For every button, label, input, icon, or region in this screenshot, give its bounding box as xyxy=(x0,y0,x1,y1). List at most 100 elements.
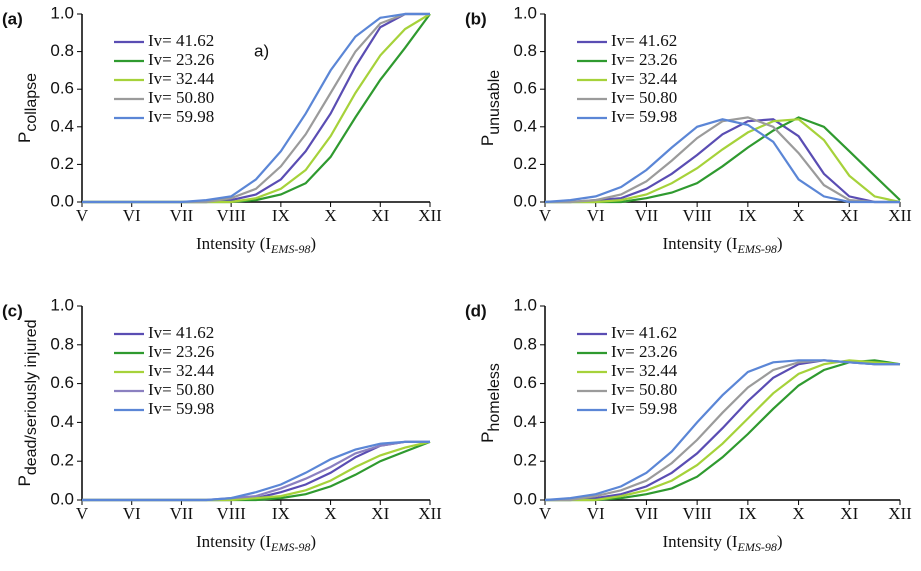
legend-label: Iv= 50.80 xyxy=(148,88,214,107)
x-tick-label: IX xyxy=(272,504,290,523)
x-tick-label: IX xyxy=(272,206,290,225)
x-label-sub: EMS-98 xyxy=(737,242,777,256)
y-tick-label: 0.8 xyxy=(513,334,537,353)
y-axis-label: Pcollapse xyxy=(15,73,40,143)
x-tick-label: XII xyxy=(888,504,912,523)
y-tick-label: 0.4 xyxy=(513,412,537,431)
x-axis-label: Intensity (IEMS-98) xyxy=(196,532,316,554)
legend-label: Iv= 32.44 xyxy=(611,69,678,88)
series-line xyxy=(82,12,430,204)
x-label-main: Intensity (I xyxy=(662,532,737,551)
y-label-main: P xyxy=(15,132,34,143)
series-line xyxy=(545,118,900,204)
x-tick-label: X xyxy=(792,504,804,523)
y-label-sub: homeless xyxy=(486,363,503,431)
y-tick-label: 0.6 xyxy=(50,79,74,98)
x-tick-label: VI xyxy=(123,206,141,225)
y-tick-label: 0.2 xyxy=(50,451,74,470)
x-tick-label: XI xyxy=(371,206,389,225)
series-line xyxy=(545,118,901,204)
legend-label: Iv= 32.44 xyxy=(611,361,678,380)
y-label-sub: unusable xyxy=(486,70,503,135)
y-tick-label: 0.0 xyxy=(50,191,74,210)
x-label-end: ) xyxy=(777,532,783,551)
y-tick-label: 0.4 xyxy=(513,116,537,135)
x-tick-label: VII xyxy=(170,504,194,523)
y-tick-label: 0.8 xyxy=(50,334,74,353)
series-line xyxy=(544,118,900,204)
legend-label: Iv= 41.62 xyxy=(148,31,214,50)
x-label-sub: EMS-98 xyxy=(737,540,777,554)
panel-label: (b) xyxy=(465,9,487,28)
panel-label: (d) xyxy=(465,301,487,320)
y-tick-label: 1.0 xyxy=(50,295,74,314)
y-tick-label: 0.2 xyxy=(513,451,537,470)
series-line xyxy=(545,359,901,502)
x-label-main: Intensity (I xyxy=(662,234,737,253)
y-tick-label: 0.0 xyxy=(513,191,537,210)
legend-label: Iv= 32.44 xyxy=(148,69,215,88)
y-tick-label: 0.6 xyxy=(513,79,537,98)
x-tick-label: V xyxy=(539,206,552,225)
y-tick-label: 0.4 xyxy=(50,412,74,431)
x-tick-label: IX xyxy=(739,504,757,523)
x-tick-label: XI xyxy=(840,206,858,225)
legend-label: Iv= 41.62 xyxy=(611,31,677,50)
series-line xyxy=(545,359,900,502)
legend-label: Iv= 41.62 xyxy=(148,323,214,342)
series-line xyxy=(545,116,901,204)
x-label-end: ) xyxy=(310,532,316,551)
legend-label: Iv= 23.26 xyxy=(148,342,214,361)
y-label-sub: dead/seriously injured xyxy=(23,320,40,476)
x-tick-label: IX xyxy=(739,206,757,225)
legend-label: Iv= 32.44 xyxy=(148,361,215,380)
x-label-end: ) xyxy=(777,234,783,253)
series-line xyxy=(545,116,900,204)
legend-label: Iv= 50.80 xyxy=(611,380,677,399)
y-axis-label: Pdead/seriously injured xyxy=(15,320,40,487)
x-label-main: Intensity (I xyxy=(196,234,271,253)
series-line xyxy=(544,359,900,502)
series-line xyxy=(82,440,430,502)
panel-label: (a) xyxy=(2,9,23,28)
x-tick-label: XII xyxy=(888,206,912,225)
y-tick-label: 0.2 xyxy=(513,154,537,173)
legend-label: Iv= 50.80 xyxy=(611,88,677,107)
y-label-sub: collapse xyxy=(23,73,40,132)
x-tick-label: XII xyxy=(418,504,442,523)
legend-label: Iv= 23.26 xyxy=(148,50,214,69)
y-tick-label: 0.8 xyxy=(50,41,74,60)
y-tick-label: 0.0 xyxy=(50,489,74,508)
x-axis-label: Intensity (IEMS-98) xyxy=(662,234,782,256)
x-tick-label: XI xyxy=(840,504,858,523)
x-tick-label: VIII xyxy=(683,206,713,225)
x-tick-label: X xyxy=(324,206,336,225)
y-axis-label: Punusable xyxy=(478,70,503,146)
x-label-sub: EMS-98 xyxy=(270,242,310,256)
x-tick-label: VI xyxy=(123,504,141,523)
x-tick-label: XII xyxy=(418,206,442,225)
y-label-main: P xyxy=(478,135,497,146)
y-tick-label: 0.0 xyxy=(513,489,537,508)
x-tick-label: V xyxy=(76,206,89,225)
x-tick-label: VII xyxy=(635,206,659,225)
series-line xyxy=(545,359,901,502)
x-tick-label: VII xyxy=(170,206,194,225)
legend-label: Iv= 23.26 xyxy=(611,342,677,361)
x-label-sub: EMS-98 xyxy=(270,540,310,554)
y-tick-label: 1.0 xyxy=(513,3,537,22)
x-tick-label: V xyxy=(539,504,552,523)
x-tick-label: VIII xyxy=(217,504,247,523)
annotation: a) xyxy=(254,41,269,60)
legend-label: Iv= 59.98 xyxy=(148,107,214,126)
y-axis-label: Phomeless xyxy=(478,363,503,443)
legend-label: Iv= 59.98 xyxy=(148,399,214,418)
x-tick-label: VI xyxy=(587,504,605,523)
y-label-main: P xyxy=(15,475,34,486)
y-tick-label: 0.6 xyxy=(50,373,74,392)
series-line xyxy=(545,359,900,502)
y-tick-label: 1.0 xyxy=(50,3,74,22)
legend-label: Iv= 50.80 xyxy=(148,380,214,399)
x-axis-label: Intensity (IEMS-98) xyxy=(662,532,782,554)
